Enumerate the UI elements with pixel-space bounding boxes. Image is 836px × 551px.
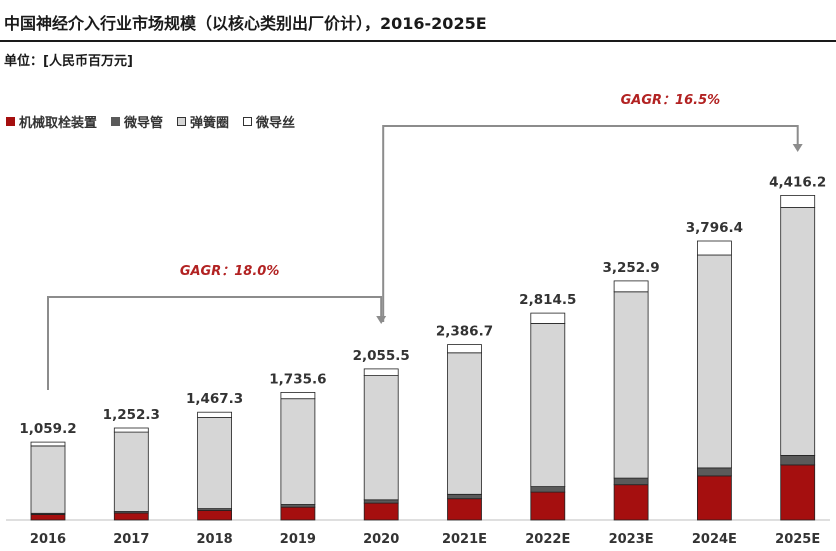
x-tick-label: 2016 xyxy=(30,532,66,547)
bar-segment-coil xyxy=(113,431,149,512)
chart-title: 中国神经介入行业市场规模（以核心类别出厂价计），2016-2025E xyxy=(4,14,487,33)
bar-segment-coil xyxy=(30,445,66,514)
legend-item-guidewire: 微导丝 xyxy=(243,112,295,131)
cagr-bracket xyxy=(47,296,383,390)
bar-segment-guidewire xyxy=(613,280,649,293)
bar-segment-mechanical xyxy=(697,475,732,521)
bar-segment-mechanical xyxy=(363,502,399,521)
total-value-label: 4,416.2 xyxy=(769,174,826,190)
unit-label: 单位：[人民币百万元] xyxy=(4,54,133,69)
x-tick-label: 2018 xyxy=(197,532,233,547)
legend-item-coil: 弹簧圈 xyxy=(177,112,229,131)
bar-segment-guidewire xyxy=(280,391,316,400)
bar-segment-mechanical xyxy=(447,498,482,521)
bar-segment-mechanical xyxy=(113,512,149,521)
bar-segment-mechanical xyxy=(280,506,316,521)
cagr-bracket xyxy=(382,125,799,322)
bar-segment-microcatheter xyxy=(780,454,816,466)
cagr-label: GAGR：16.5% xyxy=(621,93,721,108)
bar-segment-coil xyxy=(363,375,399,501)
total-value-label: 1,467.3 xyxy=(186,391,243,407)
bar-segment-coil xyxy=(780,207,816,456)
bar-segment-guidewire xyxy=(530,312,566,324)
x-tick-label: 2017 xyxy=(113,532,149,547)
legend: 机械取栓装置 微导管 弹簧圈 微导丝 xyxy=(6,112,295,131)
bar-segment-microcatheter xyxy=(530,486,566,493)
bar-segment-guidewire xyxy=(780,194,816,208)
bar-segment-mechanical xyxy=(780,464,816,521)
bar-segment-coil xyxy=(447,352,482,495)
bar-segment-microcatheter xyxy=(697,467,732,477)
total-value-label: 1,252.3 xyxy=(103,407,160,423)
legend-label-mechanical: 机械取栓装置 xyxy=(19,116,98,131)
x-tick-label: 2025E xyxy=(775,532,820,547)
bar-segment-coil xyxy=(280,398,316,505)
legend-swatch-coil xyxy=(177,117,187,126)
legend-item-mechanical: 机械取栓装置 xyxy=(6,112,97,131)
bar-segment-mechanical xyxy=(613,484,649,521)
bar-segment-guidewire xyxy=(697,240,732,256)
legend-label-guidewire: 微导丝 xyxy=(256,116,296,131)
x-tick-label: 2021E xyxy=(442,532,487,547)
cagr-arrow-head xyxy=(376,316,387,324)
bar-segment-guidewire xyxy=(113,427,149,433)
total-value-label: 3,796.4 xyxy=(686,220,743,236)
bar-segment-coil xyxy=(197,417,233,509)
bar-segment-coil xyxy=(613,291,649,479)
bar-segment-microcatheter xyxy=(280,504,316,508)
bar-segment-coil xyxy=(697,254,732,469)
cagr-label: GAGR：18.0% xyxy=(180,264,280,279)
bar-segment-guidewire xyxy=(30,441,66,447)
cagr-arrow-head xyxy=(792,144,803,152)
bar-segment-microcatheter xyxy=(447,493,482,500)
legend-swatch-mechanical xyxy=(6,117,15,126)
bar-segment-guidewire xyxy=(197,411,233,418)
total-value-label: 1,059.2 xyxy=(19,421,76,437)
x-tick-label: 2019 xyxy=(280,532,316,547)
x-tick-label: 2023E xyxy=(609,532,654,547)
bar-segment-microcatheter xyxy=(363,499,399,504)
bar-segment-coil xyxy=(530,322,566,487)
legend-label-coil: 弹簧圈 xyxy=(190,116,230,131)
total-value-label: 2,386.7 xyxy=(436,324,493,340)
total-value-label: 2,055.5 xyxy=(353,348,410,364)
x-tick-label: 2024E xyxy=(692,532,737,547)
title-divider xyxy=(0,40,836,42)
legend-swatch-guidewire xyxy=(243,117,253,126)
bar-segment-mechanical xyxy=(30,514,66,521)
total-value-label: 3,252.9 xyxy=(602,260,659,276)
bar-segment-mechanical xyxy=(197,509,233,521)
x-tick-label: 2020 xyxy=(363,532,399,547)
legend-swatch-microcatheter xyxy=(111,117,121,126)
bar-segment-guidewire xyxy=(447,344,482,354)
bar-segment-guidewire xyxy=(363,368,399,376)
bar-segment-mechanical xyxy=(530,491,566,521)
total-value-label: 2,814.5 xyxy=(519,292,576,308)
bar-segment-microcatheter xyxy=(613,477,649,486)
legend-label-microcatheter: 微导管 xyxy=(124,116,164,131)
total-value-label: 1,735.6 xyxy=(269,371,326,387)
legend-item-microcatheter: 微导管 xyxy=(111,112,163,131)
x-tick-label: 2022E xyxy=(525,532,570,547)
